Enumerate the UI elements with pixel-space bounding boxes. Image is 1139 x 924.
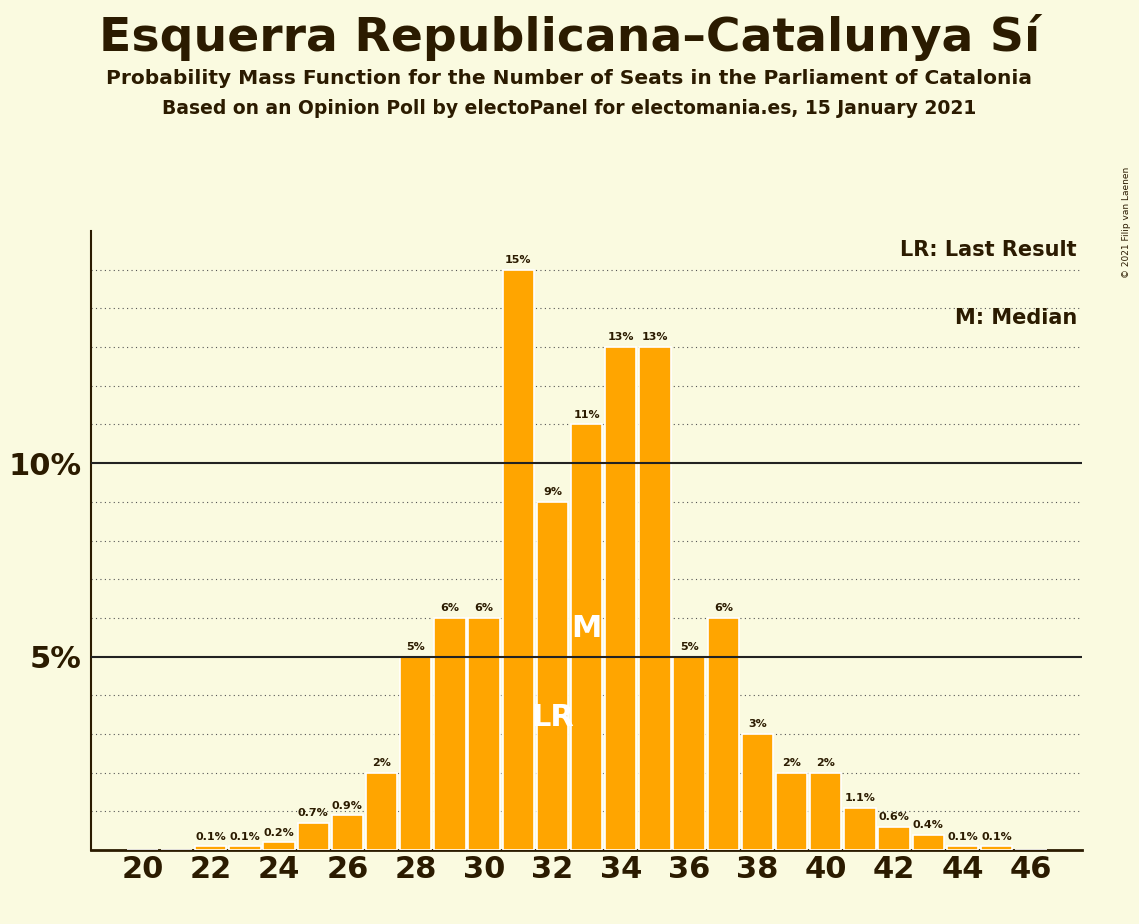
Bar <box>468 618 500 850</box>
Text: 1.1%: 1.1% <box>844 793 876 803</box>
Bar <box>400 657 432 850</box>
Bar <box>810 772 842 850</box>
Text: 3%: 3% <box>748 720 767 729</box>
Text: 6%: 6% <box>475 603 493 614</box>
Text: LR: LR <box>531 703 574 732</box>
Bar <box>912 834 944 850</box>
Bar <box>195 846 227 850</box>
Text: 0.9%: 0.9% <box>331 800 363 810</box>
Text: Probability Mass Function for the Number of Seats in the Parliament of Catalonia: Probability Mass Function for the Number… <box>107 69 1032 89</box>
Bar <box>673 657 705 850</box>
Text: 0.7%: 0.7% <box>298 808 328 819</box>
Text: Based on an Opinion Poll by electoPanel for electomania.es, 15 January 2021: Based on an Opinion Poll by electoPanel … <box>163 99 976 118</box>
Bar <box>263 843 295 850</box>
Text: 13%: 13% <box>607 333 634 343</box>
Bar <box>741 734 773 850</box>
Bar <box>229 846 261 850</box>
Text: 0.4%: 0.4% <box>912 820 944 830</box>
Text: 9%: 9% <box>543 487 562 497</box>
Bar <box>502 270 534 850</box>
Bar <box>707 618 739 850</box>
Text: 5%: 5% <box>680 642 698 652</box>
Text: 0.1%: 0.1% <box>196 832 226 842</box>
Text: 6%: 6% <box>714 603 732 614</box>
Bar <box>639 347 671 850</box>
Bar <box>776 772 808 850</box>
Text: M: M <box>572 614 601 643</box>
Text: 0.2%: 0.2% <box>264 828 294 838</box>
Bar <box>331 815 363 850</box>
Bar <box>878 827 910 850</box>
Bar <box>571 424 603 850</box>
Text: 13%: 13% <box>641 333 669 343</box>
Text: 0.6%: 0.6% <box>878 812 910 822</box>
Text: 0.1%: 0.1% <box>230 832 260 842</box>
Bar <box>947 846 978 850</box>
Bar <box>605 347 637 850</box>
Bar <box>981 846 1013 850</box>
Text: 0.1%: 0.1% <box>948 832 977 842</box>
Bar <box>297 823 329 850</box>
Text: 0.1%: 0.1% <box>982 832 1011 842</box>
Text: 15%: 15% <box>505 255 532 265</box>
Text: M: Median: M: Median <box>954 309 1077 328</box>
Text: Esquerra Republicana–Catalunya Sí: Esquerra Republicana–Catalunya Sí <box>99 14 1040 61</box>
Bar <box>536 502 568 850</box>
Text: 2%: 2% <box>817 758 835 768</box>
Text: 6%: 6% <box>441 603 459 614</box>
Bar <box>366 772 398 850</box>
Text: 11%: 11% <box>573 410 600 419</box>
Text: © 2021 Filip van Laenen: © 2021 Filip van Laenen <box>1122 166 1131 277</box>
Text: 5%: 5% <box>407 642 425 652</box>
Bar <box>844 808 876 850</box>
Bar <box>434 618 466 850</box>
Text: LR: Last Result: LR: Last Result <box>901 240 1077 261</box>
Text: 2%: 2% <box>782 758 801 768</box>
Text: 2%: 2% <box>372 758 391 768</box>
